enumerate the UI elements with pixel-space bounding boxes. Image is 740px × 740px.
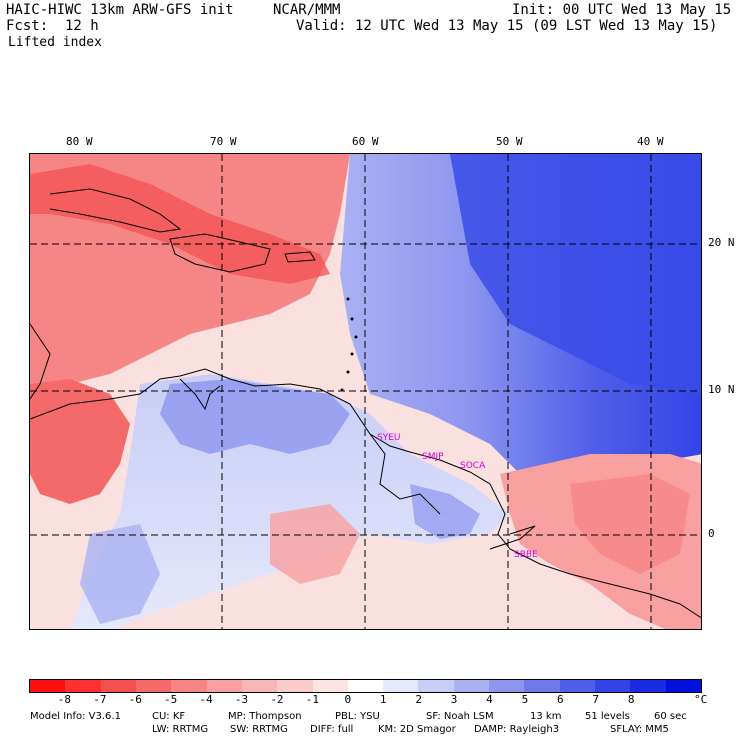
legend-tick-label: -7 <box>93 693 107 706</box>
legend-swatch <box>559 680 595 692</box>
island <box>350 317 354 321</box>
valid-time: Valid: 12 UTC Wed 13 May 15 (09 LST Wed … <box>296 18 718 34</box>
island <box>350 352 354 356</box>
legend-swatch <box>665 680 701 692</box>
legend-swatch <box>347 680 384 692</box>
model-info-item: PBL: YSU <box>335 711 380 722</box>
legend-swatch <box>524 680 560 692</box>
legend-tick-label: 3 <box>450 693 458 706</box>
legend-tick-label: 4 <box>486 693 493 706</box>
legend-swatch <box>595 680 631 692</box>
island <box>354 335 358 339</box>
station-syeu: SYEU <box>377 433 401 443</box>
model-info-item: 13 km <box>530 711 562 722</box>
model-info-item: SFLAY: MM5 <box>610 724 669 735</box>
venezuela-blue <box>160 379 350 454</box>
legend-swatch <box>489 680 525 692</box>
lifted-index-map <box>29 153 702 630</box>
southeast-core-red <box>570 474 690 574</box>
map-canvas <box>30 154 701 629</box>
model-info-item: 60 sec <box>654 711 687 722</box>
legend-swatch <box>171 680 207 692</box>
puerto-rico-coast <box>284 251 316 263</box>
graticule <box>30 154 701 629</box>
model-info-item: DIFF: full <box>310 724 354 735</box>
station-smjp: SMJP <box>422 452 444 462</box>
legend-swatch <box>206 680 242 692</box>
model-info-item: DAMP: Rayleigh3 <box>474 724 560 735</box>
legend-swatch <box>277 680 313 692</box>
legend-swatch <box>630 680 666 692</box>
andes-blue <box>80 524 160 624</box>
northeast-deep-blue <box>450 154 701 394</box>
guianas-border <box>369 433 441 515</box>
legend-tick-label: 6 <box>557 693 564 706</box>
legend-tick-label: 8 <box>627 693 635 706</box>
hispaniola-coast <box>169 233 271 273</box>
model-info-item: Model Info: V3.6.1 <box>30 711 121 722</box>
legend-swatch <box>241 680 278 692</box>
legend-tick-label: 0 <box>344 693 352 706</box>
legend-tick-label: -2 <box>270 693 284 706</box>
island <box>346 370 350 374</box>
legend-swatch <box>135 680 172 692</box>
legend-swatch <box>418 680 454 692</box>
organization-label: NCAR/MMM <box>273 2 341 18</box>
station-soca: SOCA <box>460 461 486 471</box>
forecast-hour: 12 h <box>65 18 99 34</box>
forecast-label: Fcst: <box>6 18 49 34</box>
legend-tick-label: -3 <box>234 693 249 706</box>
lon-label-60w: 60 W <box>352 135 379 148</box>
legend-swatch <box>30 680 66 692</box>
station-sbbe: SBBE <box>514 550 538 560</box>
legend-tick-label: 7 <box>592 693 600 706</box>
field-name: Lifted index <box>8 35 102 50</box>
model-title: HAIC-HIWC 13km ARW-GFS init <box>6 2 234 18</box>
lon-label-80w: 80 W <box>66 135 93 148</box>
lon-label-40w: 40 W <box>637 135 664 148</box>
model-info-item: CU: KF <box>152 711 186 722</box>
cuba-hispaniola-red <box>30 164 330 284</box>
legend-swatch <box>65 680 101 692</box>
model-info-item: SF: Noah LSM <box>426 711 494 722</box>
northern-venezuela-coast <box>179 378 221 411</box>
lon-label-50w: 50 W <box>496 135 523 148</box>
legend-tick-label: -5 <box>164 693 178 706</box>
south-central-red <box>270 504 360 584</box>
model-info-item: KM: 2D Smagor <box>378 724 456 735</box>
legend-tick-label: 5 <box>521 693 529 706</box>
legend-swatch <box>312 680 348 692</box>
lat-label-20n: 20 N <box>708 236 735 249</box>
cuba-coast <box>49 188 182 233</box>
south-america-coast <box>30 368 701 619</box>
legend-tick-label: -8 <box>57 693 72 706</box>
lat-label-0: 0 <box>708 527 715 540</box>
model-info-item: 51 levels <box>585 711 630 722</box>
legend-tick-label: -4 <box>199 693 213 706</box>
model-info-item: MP: Thompson <box>228 711 302 722</box>
legend-swatch <box>383 680 419 692</box>
init-time: Init: 00 UTC Wed 13 May 15 <box>512 2 732 18</box>
model-info-item: LW: RRTMG <box>152 724 209 735</box>
lat-label-10n: 10 N <box>708 383 735 396</box>
legend-tick-label: 1 <box>379 693 387 706</box>
lon-label-70w: 70 W <box>210 135 237 148</box>
guiana-blue <box>410 484 480 539</box>
legend-tick-label: -1 <box>305 693 319 706</box>
legend-unit: °C <box>694 693 708 706</box>
legend-swatch <box>453 680 490 692</box>
legend-swatch <box>100 680 136 692</box>
amazon-river <box>489 525 536 550</box>
legend-tick-label: -6 <box>128 693 142 706</box>
model-info-item: SW: RRTMG <box>230 724 288 735</box>
legend-tick-label: 2 <box>415 693 422 706</box>
color-scale-bar <box>29 679 702 693</box>
island <box>346 297 350 301</box>
central-america-red <box>30 379 130 504</box>
